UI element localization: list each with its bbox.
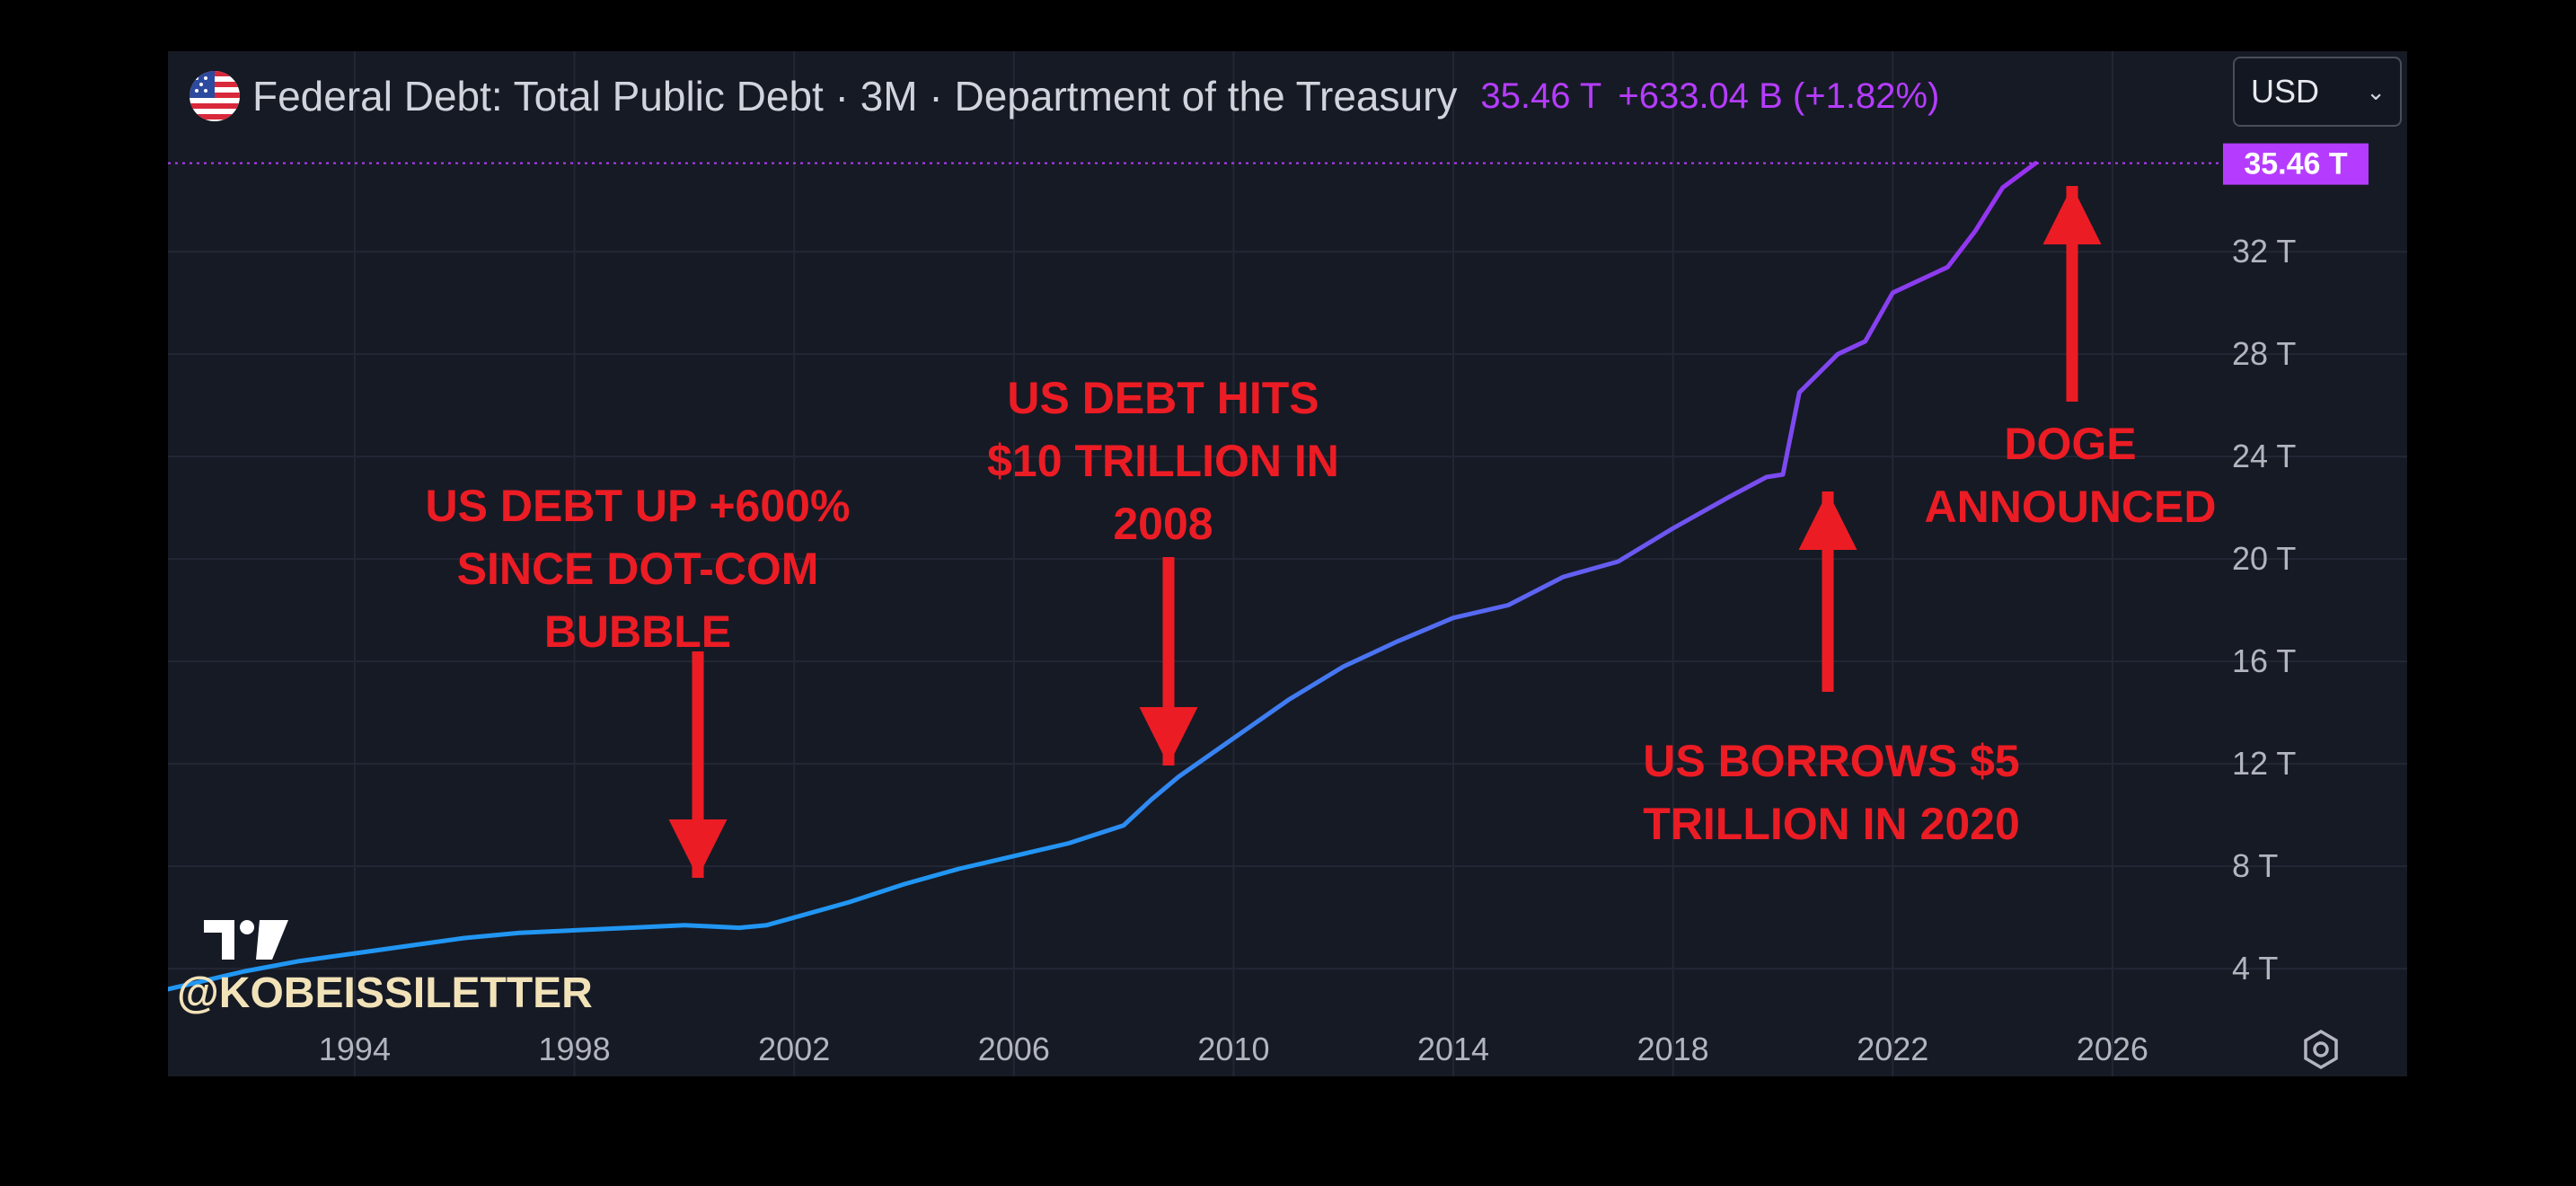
x-tick-label: 2006 <box>978 1031 1050 1067</box>
series-layer <box>168 161 2038 992</box>
annotation-line: US DEBT HITS <box>1007 373 1319 423</box>
last-value: 35.46 T <box>1480 75 1602 116</box>
annotation-line: US BORROWS $5 <box>1643 736 2020 786</box>
chart-panel: 4 T 8 T 12 T 16 T 20 T 24 T 28 T 32 T 35.46 T 19… <box>168 51 2407 1076</box>
x-axis: 1994 1998 2002 2006 2010 2014 2018 2022 2026 <box>319 1031 2148 1067</box>
annotation-2020: US BORROWS $5 TRILLION IN 2020 <box>1553 730 2110 855</box>
y-tick-label: 32 T <box>2232 233 2296 270</box>
x-tick-label: 2010 <box>1197 1031 1269 1067</box>
us-flag-icon <box>190 71 240 121</box>
annotation-line: DOGE <box>2004 419 2137 469</box>
y-tick-label: 16 T <box>2232 642 2296 679</box>
annotation-doge: DOGE ANNOUNCED <box>1900 412 2241 538</box>
chart-canvas: 4 T 8 T 12 T 16 T 20 T 24 T 28 T 32 T 35.46 T 19… <box>168 51 2407 1076</box>
annotation-line: BUBBLE <box>543 606 732 657</box>
x-tick-label: 1998 <box>539 1031 611 1067</box>
y-tick-label: 24 T <box>2232 438 2296 474</box>
x-tick-label: 2022 <box>1857 1031 1928 1067</box>
last-value-badge <box>2223 143 2369 185</box>
x-tick-label: 2026 <box>2077 1031 2148 1067</box>
x-tick-label: 1994 <box>319 1031 391 1067</box>
grid <box>168 51 2407 1076</box>
x-tick-label: 2014 <box>1417 1031 1489 1067</box>
annotation-line: 2008 <box>1113 499 1213 549</box>
annotation-2008: US DEBT HITS $10 TRILLION IN 2008 <box>885 367 1442 555</box>
tradingview-logo-icon <box>204 920 288 960</box>
watermark-handle: @KOBEISSILETTER <box>177 969 593 1017</box>
chart-header: Federal Debt: Total Public Debt · 3M · D… <box>190 62 1939 130</box>
chevron-down-icon: ⌄ <box>2366 77 2386 105</box>
y-axis: 4 T 8 T 12 T 16 T 20 T 24 T 28 T 32 T 35.46 T <box>168 143 2369 987</box>
annotation-dotcom: US DEBT UP +600% SINCE DOT-COM BUBBLE <box>359 474 916 663</box>
chart-title: Federal Debt: Total Public Debt · 3M · D… <box>252 73 1458 119</box>
annotation-line: US DEBT UP +600% <box>425 481 851 531</box>
series-line <box>168 161 2038 992</box>
watermark: @KOBEISSILETTER <box>177 916 593 1042</box>
change-value: +633.04 B (+1.82%) <box>1618 75 1940 116</box>
annotation-line: ANNOUNCED <box>1924 482 2217 532</box>
y-tick-label: 20 T <box>2232 540 2296 577</box>
annotation-line: SINCE DOT-COM <box>456 544 819 594</box>
currency-value: USD <box>2251 73 2320 110</box>
y-tick-label: 4 T <box>2232 950 2278 987</box>
x-tick-label: 2018 <box>1637 1031 1709 1067</box>
annotation-line: TRILLION IN 2020 <box>1643 799 2020 849</box>
x-tick-label: 2002 <box>758 1031 830 1067</box>
last-value-label: 35.46 T <box>2244 147 2348 181</box>
annotation-line: $10 TRILLION IN <box>987 436 1339 486</box>
currency-select[interactable]: USD ⌄ <box>2233 57 2402 127</box>
y-tick-label: 8 T <box>2232 847 2278 884</box>
settings-icon[interactable] <box>2304 1029 2338 1070</box>
annotation-arrows <box>668 186 2102 878</box>
y-tick-label: 28 T <box>2232 335 2296 372</box>
y-tick-label: 12 T <box>2232 745 2296 782</box>
